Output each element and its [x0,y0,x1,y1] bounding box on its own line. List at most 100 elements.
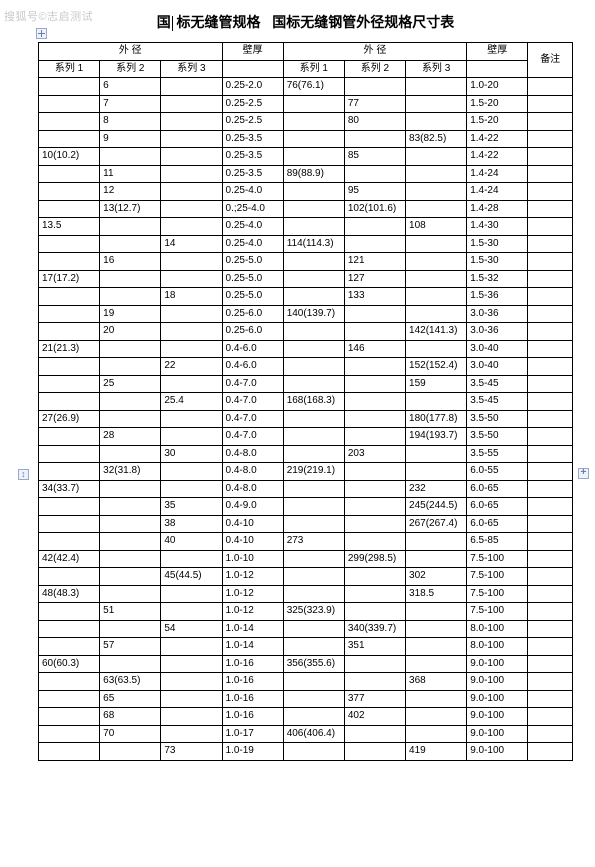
table-cell [406,533,467,551]
table-cell [39,165,100,183]
table-cell [100,498,161,516]
table-cell [344,568,405,586]
table-cell [283,340,344,358]
page-container: 国 标无缝管规格 国标无缝钢管外径规格尺寸表 外 径 壁厚 外 径 壁厚 备注 … [0,0,595,771]
table-cell [528,445,573,463]
table-cell: 1.5-20 [467,113,528,131]
table-cell: 299(298.5) [344,550,405,568]
table-cell: 3.5-45 [467,393,528,411]
table-row: 731.0-194199.0-100 [39,743,573,761]
table-row: 180.25-5.01331.5-36 [39,288,573,306]
table-cell [283,200,344,218]
table-cell [344,655,405,673]
table-cell: 7.5-100 [467,603,528,621]
table-cell [283,638,344,656]
table-cell: 1.0-12 [222,568,283,586]
table-cell [528,743,573,761]
table-row: 32(31.8)0.4-8.0219(219.1)6.0-55 [39,463,573,481]
table-cell: 6.0-65 [467,515,528,533]
table-row: 70.25-2.5771.5-20 [39,95,573,113]
table-cell [528,410,573,428]
table-cell [39,358,100,376]
table-cell [161,78,222,96]
table-cell: 10(10.2) [39,148,100,166]
move-anchor-icon[interactable] [36,28,47,39]
table-cell: 0.4-10 [222,515,283,533]
table-cell [161,585,222,603]
table-cell: 60(60.3) [39,655,100,673]
table-cell: 203 [344,445,405,463]
table-cell: 1.5-30 [467,253,528,271]
table-cell [344,603,405,621]
table-cell: 48(48.3) [39,585,100,603]
table-cell: 38 [161,515,222,533]
table-cell: 40 [161,533,222,551]
table-cell [344,305,405,323]
table-cell [100,288,161,306]
table-cell: 28 [100,428,161,446]
table-cell: 0.4-8.0 [222,480,283,498]
table-row: 220.4-6.0152(152.4)3.0-40 [39,358,573,376]
table-cell [406,603,467,621]
table-body: 60.25-2.076(76.1)1.0-2070.25-2.5771.5-20… [39,78,573,761]
table-cell: 9.0-100 [467,708,528,726]
table-cell: 114(114.3) [283,235,344,253]
table-cell: 0.4-7.0 [222,410,283,428]
table-cell [39,515,100,533]
table-cell: 9.0-100 [467,743,528,761]
table-cell [283,568,344,586]
table-cell: 6 [100,78,161,96]
table-cell: 20 [100,323,161,341]
table-cell [406,165,467,183]
page-title: 国 标无缝管规格 国标无缝钢管外径规格尺寸表 [38,12,573,32]
title-part-2: 标无缝管规格 [177,14,261,30]
table-cell [406,253,467,271]
table-cell: 0.25-2.5 [222,95,283,113]
table-cell [406,113,467,131]
table-cell [406,288,467,306]
table-cell [39,253,100,271]
table-cell [161,725,222,743]
table-cell: 1.0-14 [222,638,283,656]
table-cell [283,288,344,306]
table-cell [39,200,100,218]
table-cell: 1.5-36 [467,288,528,306]
table-cell [39,690,100,708]
table-cell: 0.25-3.5 [222,165,283,183]
row-anchor-icon[interactable] [18,469,29,480]
table-cell: 0.4-7.0 [222,375,283,393]
table-cell: 133 [344,288,405,306]
table-cell: 22 [161,358,222,376]
table-cell: 377 [344,690,405,708]
table-cell [100,393,161,411]
table-cell [406,340,467,358]
table-cell: 68 [100,708,161,726]
table-row: 45(44.5)1.0-123027.5-100 [39,568,573,586]
table-cell: 32(31.8) [100,463,161,481]
table-cell [100,148,161,166]
table-cell [283,708,344,726]
table-row: 701.0-17406(406.4)9.0-100 [39,725,573,743]
table-cell: 402 [344,708,405,726]
header-wt-right: 壁厚 [467,43,528,61]
table-cell: 1.4-28 [467,200,528,218]
table-cell [100,585,161,603]
table-row: 17(17.2)0.25-5.01271.5-32 [39,270,573,288]
table-cell: 16 [100,253,161,271]
table-cell [100,533,161,551]
table-cell [161,463,222,481]
header-s2-r: 系列 2 [344,60,405,78]
table-cell [161,410,222,428]
table-cell [344,428,405,446]
table-cell [39,603,100,621]
table-cell: 57 [100,638,161,656]
table-cell: 3.0-40 [467,340,528,358]
table-cell [161,200,222,218]
table-cell: 89(88.9) [283,165,344,183]
add-anchor-icon[interactable] [578,468,589,479]
table-cell [528,358,573,376]
table-cell [528,533,573,551]
table-header: 外 径 壁厚 外 径 壁厚 备注 系列 1 系列 2 系列 3 系列 1 系列 … [39,43,573,78]
table-cell: 25 [100,375,161,393]
table-cell [528,288,573,306]
